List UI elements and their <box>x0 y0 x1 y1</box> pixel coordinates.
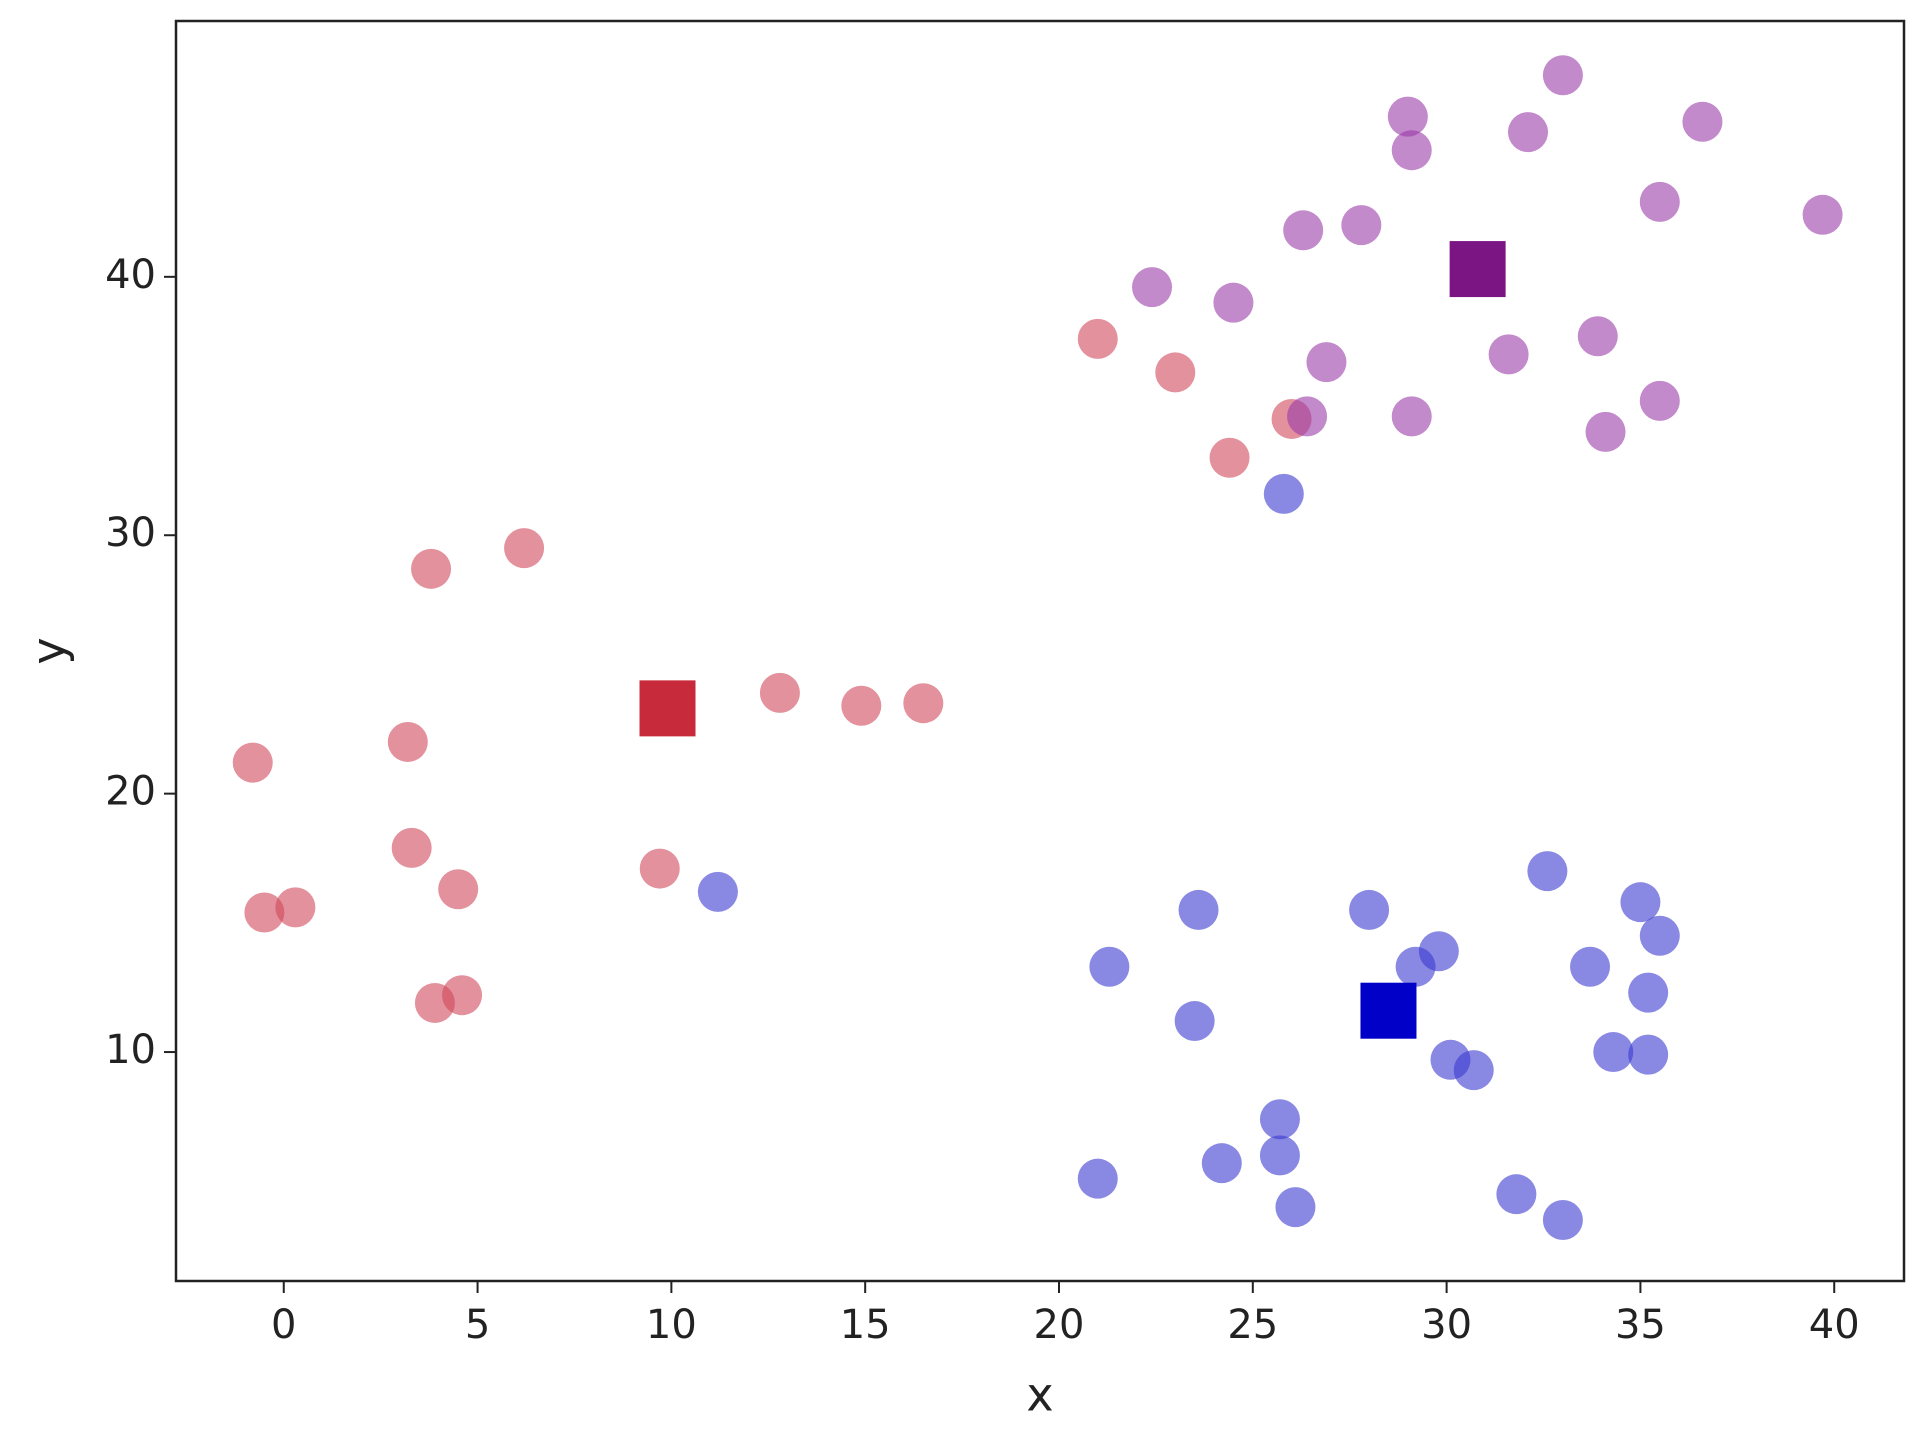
point <box>1639 181 1680 222</box>
point <box>1387 96 1428 137</box>
y-tick-label: 40 <box>105 252 156 298</box>
point <box>1178 889 1219 930</box>
point <box>387 721 428 762</box>
point <box>1628 1034 1669 1075</box>
point <box>1395 946 1436 987</box>
y-tick-label: 20 <box>105 769 156 815</box>
point <box>1283 210 1324 251</box>
point <box>1585 411 1626 452</box>
point <box>1077 1158 1118 1199</box>
point <box>1488 334 1529 375</box>
point <box>1628 972 1669 1013</box>
point <box>411 548 452 589</box>
point <box>1682 101 1723 142</box>
point <box>1155 352 1196 393</box>
plot-frame <box>174 19 1906 1283</box>
point <box>1341 205 1382 246</box>
centroid <box>639 680 696 737</box>
point <box>1391 396 1432 437</box>
y-axis-label: y <box>22 637 76 664</box>
point <box>1391 130 1432 171</box>
y-tick-label: 10 <box>105 1027 156 1073</box>
point <box>639 848 680 889</box>
point <box>1453 1050 1494 1091</box>
point <box>1259 1135 1300 1176</box>
point <box>1201 1143 1242 1184</box>
point <box>1593 1032 1634 1073</box>
x-tick-label: 30 <box>1421 1302 1472 1348</box>
x-axis-label: x <box>1026 1368 1053 1422</box>
x-tick-label: 35 <box>1615 1302 1666 1348</box>
point <box>1496 1174 1537 1215</box>
point <box>1542 1200 1583 1241</box>
point <box>1132 267 1173 308</box>
point <box>1542 55 1583 96</box>
point <box>1639 380 1680 421</box>
point <box>1259 1099 1300 1140</box>
point <box>232 742 273 783</box>
x-tick-label: 5 <box>465 1302 490 1348</box>
centroid <box>1449 241 1506 298</box>
point <box>438 869 479 910</box>
x-tick-label: 25 <box>1227 1302 1278 1348</box>
point <box>903 683 944 724</box>
point <box>1089 946 1130 987</box>
point <box>391 827 432 868</box>
point <box>1213 282 1254 323</box>
point <box>1620 882 1661 923</box>
point <box>1287 396 1328 437</box>
point <box>442 975 483 1016</box>
y-tick-label: 30 <box>105 510 156 556</box>
point <box>1209 437 1250 478</box>
point <box>1570 946 1611 987</box>
point <box>1508 112 1549 153</box>
point <box>697 871 738 912</box>
point <box>1263 473 1304 514</box>
x-tick-label: 20 <box>1034 1302 1085 1348</box>
x-tick-label: 40 <box>1809 1302 1860 1348</box>
point <box>244 892 285 933</box>
point <box>1527 851 1568 892</box>
point <box>1306 342 1347 383</box>
x-tick-label: 0 <box>271 1302 296 1348</box>
centroid <box>1360 982 1417 1039</box>
point <box>1349 889 1390 930</box>
point <box>1077 318 1118 359</box>
point <box>1802 194 1843 235</box>
point <box>841 685 882 726</box>
point <box>1174 1001 1215 1042</box>
point <box>759 672 800 713</box>
x-tick-label: 15 <box>840 1302 891 1348</box>
point <box>275 887 316 928</box>
point <box>1639 915 1680 956</box>
x-tick-label: 10 <box>646 1302 697 1348</box>
point <box>504 528 545 569</box>
point <box>1577 316 1618 357</box>
point <box>1275 1187 1316 1228</box>
